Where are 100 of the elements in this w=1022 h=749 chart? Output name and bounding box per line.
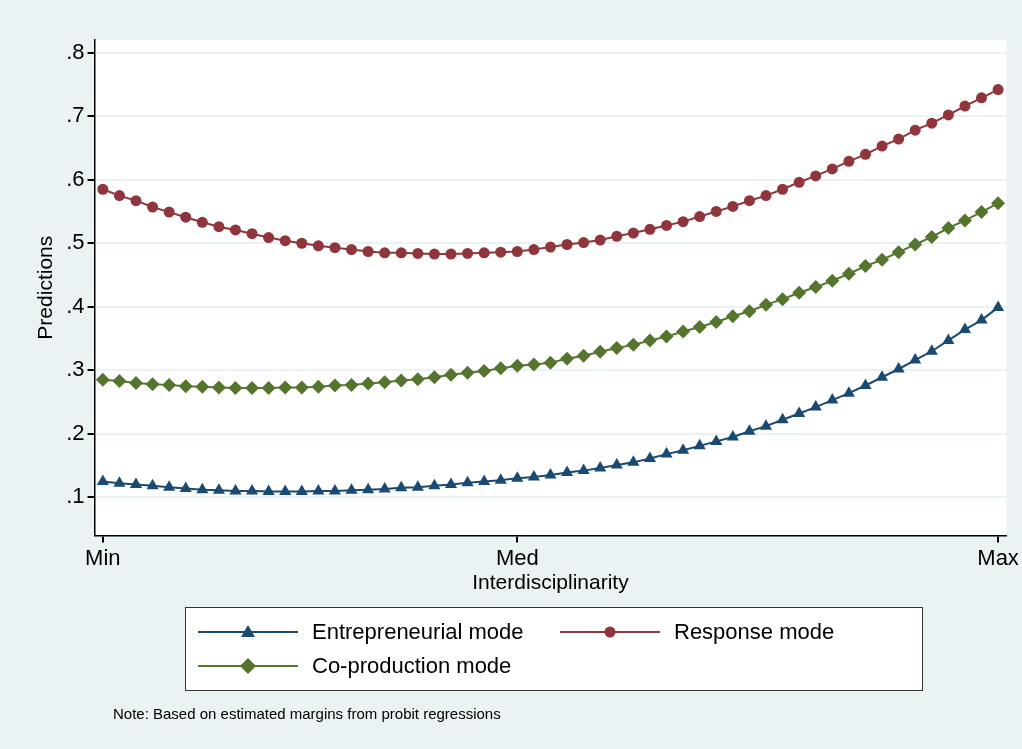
point [594, 461, 607, 472]
point [676, 324, 691, 339]
point [976, 92, 988, 104]
point [793, 176, 805, 188]
point [494, 473, 507, 484]
x-tick-label: Med [495, 544, 539, 570]
point [196, 216, 208, 228]
point [560, 351, 575, 366]
point [162, 377, 177, 392]
point [296, 237, 308, 249]
point [627, 227, 639, 239]
point [428, 478, 441, 490]
point [361, 376, 376, 391]
point [112, 374, 127, 389]
point [443, 367, 458, 382]
point [178, 379, 193, 394]
point [727, 200, 739, 212]
point [842, 386, 855, 397]
point [212, 483, 225, 494]
point [544, 241, 556, 253]
point [758, 297, 773, 312]
point [578, 237, 590, 249]
point [891, 245, 906, 260]
point [179, 481, 192, 492]
point [793, 406, 806, 417]
point [427, 370, 442, 385]
point [412, 247, 424, 259]
y-tick-label: .4 [66, 292, 85, 318]
point [859, 148, 871, 160]
point [228, 381, 243, 396]
point [893, 133, 905, 145]
point [163, 206, 175, 218]
point [777, 183, 789, 195]
point [461, 475, 474, 487]
point [345, 483, 358, 494]
point [627, 455, 640, 466]
point [692, 320, 707, 335]
point [344, 377, 359, 392]
point [329, 242, 341, 254]
point [560, 465, 574, 477]
point [394, 373, 409, 388]
point [511, 246, 523, 257]
point [294, 380, 309, 395]
point [975, 313, 988, 324]
point [941, 221, 956, 235]
point [677, 443, 690, 454]
point [395, 480, 408, 492]
point [826, 163, 838, 175]
point [775, 292, 790, 307]
point [644, 223, 656, 235]
point [709, 315, 724, 329]
point [825, 273, 840, 288]
point [677, 216, 689, 228]
point [611, 230, 623, 242]
point [843, 155, 855, 167]
y-tick-label: .3 [66, 356, 85, 382]
point [577, 463, 590, 475]
point [312, 483, 325, 495]
x-tick-label: Min [85, 544, 121, 570]
point [379, 247, 391, 259]
legend-label: Entrepreneurial mode [312, 619, 524, 645]
y-tick-label: .6 [66, 165, 85, 191]
point [395, 247, 407, 259]
point [992, 84, 1004, 96]
point [810, 170, 822, 182]
y-tick-label: .8 [66, 38, 85, 64]
point [974, 205, 989, 220]
point [710, 434, 723, 445]
point [377, 375, 392, 390]
point [96, 474, 109, 485]
point [760, 190, 772, 202]
point [346, 244, 358, 256]
point [378, 482, 391, 493]
point [410, 372, 425, 387]
point [594, 234, 606, 246]
point [925, 344, 938, 355]
point [279, 484, 292, 496]
point [495, 246, 507, 258]
point [792, 285, 807, 300]
point [544, 468, 557, 479]
point [211, 380, 226, 395]
point [660, 447, 673, 458]
point [261, 381, 276, 396]
point [511, 471, 524, 482]
point [493, 361, 508, 376]
point [958, 322, 971, 334]
point [759, 419, 773, 430]
point [263, 232, 275, 244]
point [411, 480, 424, 491]
point [262, 484, 275, 496]
point [926, 117, 938, 129]
point [180, 211, 192, 223]
point [362, 482, 375, 494]
point [561, 239, 573, 251]
point [924, 229, 939, 244]
point [328, 483, 341, 495]
point [278, 380, 293, 395]
point [311, 379, 326, 394]
point [776, 412, 789, 424]
legend-label: Response mode [674, 619, 835, 645]
